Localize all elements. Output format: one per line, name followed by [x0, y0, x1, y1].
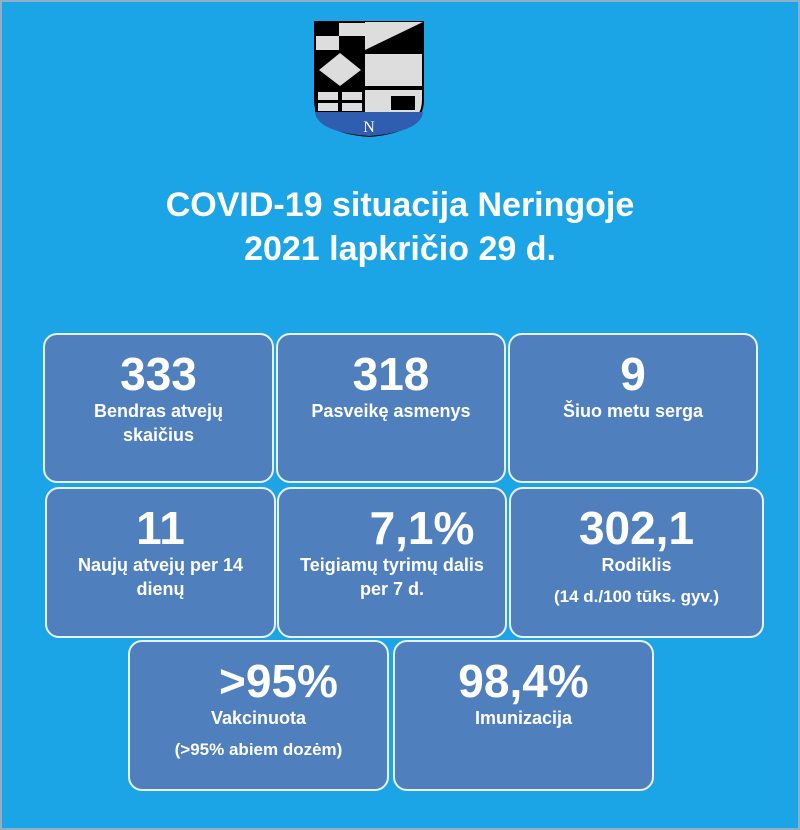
card-value: 11: [136, 502, 185, 554]
card-value: 98,4%: [458, 655, 589, 707]
page-date: 2021 lapkričio 29 d.: [244, 230, 556, 268]
card-label: Vakcinuota: [210, 708, 307, 728]
card-label: Naujų atvejų per 14 dienų: [77, 555, 244, 599]
card-positive-rate: 7,1% Teigiamų tyrimų dalis per 7 d.: [277, 487, 507, 638]
card-incidence-rate: 302,1 Rodiklis (14 d./100 tūks. gyv.): [509, 487, 764, 638]
card-value: >95%: [219, 655, 338, 707]
card-value: 333: [120, 348, 197, 400]
card-label: Imunizacija: [474, 708, 573, 728]
card-note: (14 d./100 tūks. gyv.): [553, 587, 720, 606]
card-currently-ill: 9 Šiuo metu serga: [508, 333, 758, 483]
card-value: 318: [352, 348, 430, 400]
card-value: 9: [620, 348, 646, 400]
card-recovered: 318 Pasveikę asmenys: [276, 333, 506, 483]
card-label: Teigiamų tyrimų dalis per 7 d.: [300, 555, 484, 599]
neringa-crest-logo: N: [314, 21, 424, 138]
card-vaccinated: >95% Vakcinuota (>95% abiem dozėm): [128, 640, 389, 791]
card-value: 7,1%: [369, 502, 475, 554]
card-new-cases-14d: 11 Naujų atvejų per 14 dienų: [45, 487, 276, 638]
card-label: Pasveikę asmenys: [311, 401, 471, 421]
crest-letter: N: [363, 119, 375, 136]
card-label: Bendras atvejų skaičius: [93, 401, 224, 445]
card-label: Šiuo metu serga: [562, 401, 704, 421]
card-immunization: 98,4% Imunizacija: [393, 640, 654, 791]
page-title: COVID-19 situacija Neringoje: [165, 186, 635, 224]
card-label: Rodiklis: [601, 555, 672, 575]
card-value: 302,1: [578, 502, 695, 554]
card-total-cases: 333 Bendras atvejų skaičius: [43, 333, 274, 483]
card-note: (>95% abiem dozėm): [174, 740, 343, 759]
